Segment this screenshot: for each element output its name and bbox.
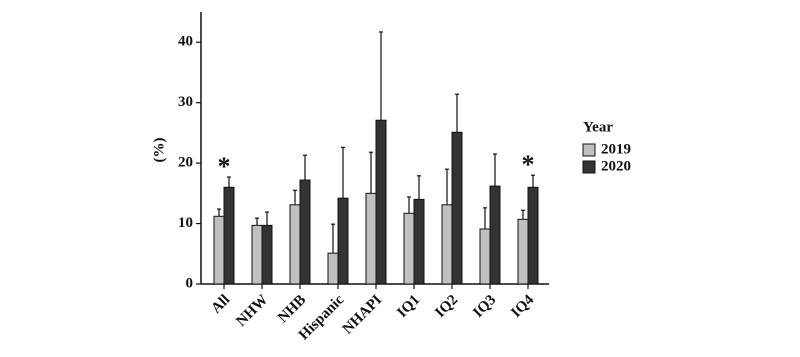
bar — [375, 119, 387, 285]
bar — [289, 204, 301, 285]
legend-label: 2019 — [601, 141, 631, 157]
y-tick-label: 40 — [178, 34, 193, 50]
bar — [261, 224, 273, 285]
bar — [527, 186, 539, 285]
legend-swatch — [582, 143, 596, 157]
bar — [441, 204, 453, 285]
bar — [223, 186, 235, 285]
legend-swatch — [582, 160, 596, 174]
bar — [251, 224, 263, 285]
annotation: * — [218, 152, 231, 181]
x-tick-label: IQ4 — [508, 292, 537, 321]
annotation: * — [522, 150, 535, 179]
bar — [479, 228, 491, 285]
bar — [327, 252, 339, 285]
bar — [403, 212, 415, 285]
bar — [451, 131, 463, 285]
y-axis-label: (%) — [151, 138, 167, 163]
y-tick-label: 0 — [186, 275, 194, 291]
legend-label: 2020 — [601, 158, 631, 174]
x-tick-label: NHB — [275, 292, 309, 326]
bar — [337, 197, 349, 285]
x-tick-label: NHAPI — [340, 292, 386, 338]
y-tick-label: 20 — [178, 155, 193, 171]
x-tick-label: IQ2 — [432, 292, 461, 321]
x-tick-label: IQ3 — [470, 292, 499, 321]
bar — [365, 192, 377, 285]
x-tick-label: IQ1 — [394, 292, 423, 321]
legend-title: Year — [583, 119, 613, 135]
bar — [413, 198, 425, 285]
bar — [299, 179, 311, 285]
bar — [213, 215, 225, 285]
x-tick-label: NHW — [233, 292, 271, 330]
y-tick-label: 10 — [178, 215, 193, 231]
x-tick-label: All — [208, 292, 233, 317]
bar — [489, 185, 501, 285]
y-tick-label: 30 — [178, 94, 193, 110]
bar — [517, 218, 529, 285]
